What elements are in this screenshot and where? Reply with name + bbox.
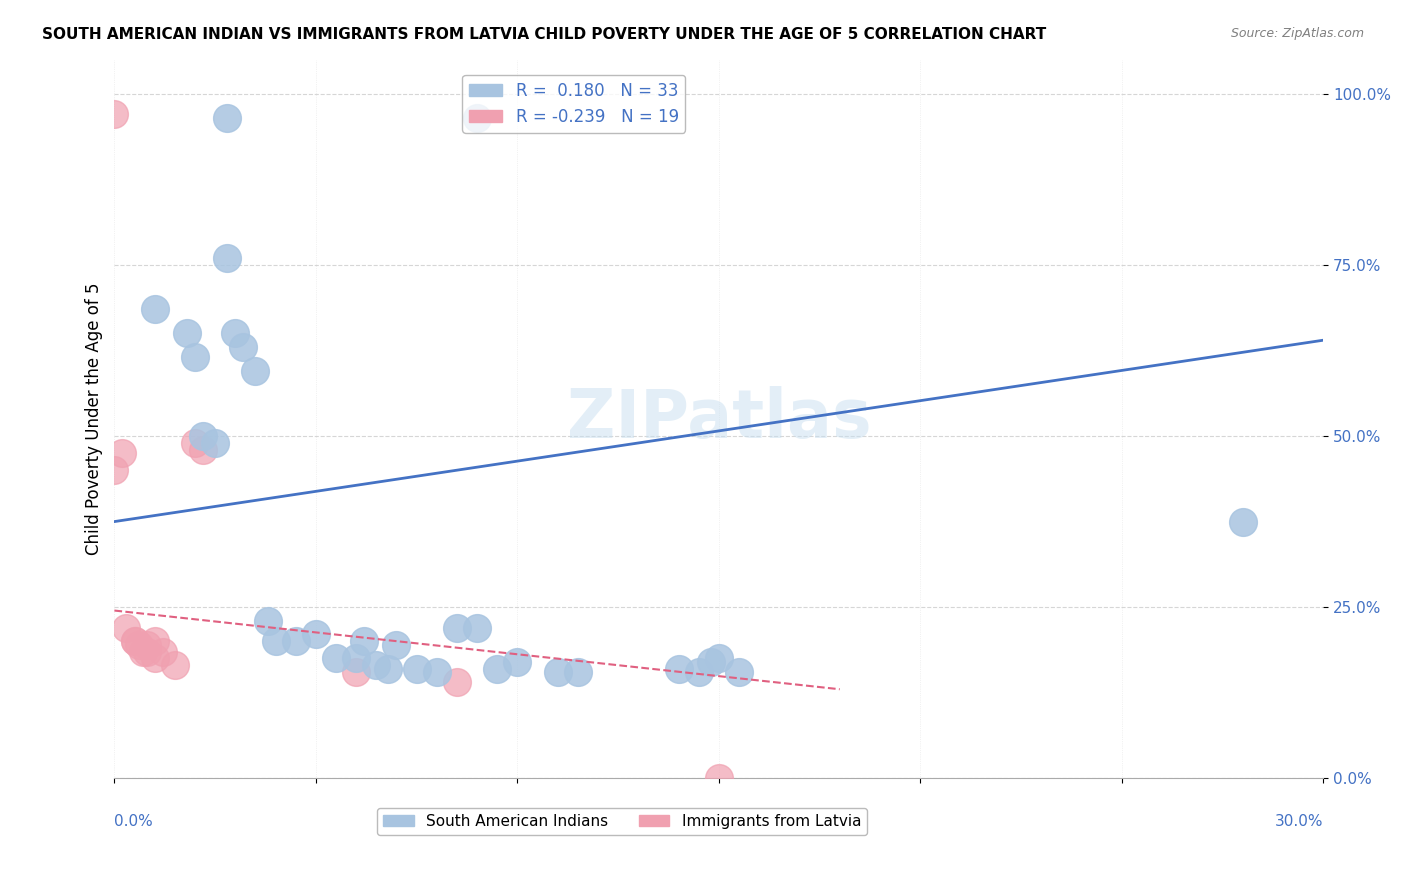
Point (446, 675, 468, 690)
Text: 0.0%: 0.0% (114, 814, 153, 830)
Point (224, 326, 246, 341)
Point (143, 634, 166, 648)
Point (385, 638, 408, 652)
Point (163, 658, 186, 673)
Point (1232, 515, 1254, 529)
Point (131, 645, 153, 659)
Point (567, 665, 589, 680)
Point (305, 627, 328, 641)
Point (143, 651, 166, 665)
Point (135, 638, 157, 652)
Point (103, 107, 125, 121)
Point (728, 665, 751, 680)
Point (184, 351, 207, 365)
Point (446, 621, 468, 635)
Point (366, 658, 388, 673)
Point (111, 446, 134, 460)
Point (217, 251, 239, 265)
Point (688, 665, 710, 680)
Point (143, 302, 166, 317)
Point (115, 621, 138, 635)
Legend: South American Indians, Immigrants from Latvia: South American Indians, Immigrants from … (377, 808, 868, 835)
Point (124, 634, 146, 648)
Point (176, 326, 198, 341)
Point (486, 662, 509, 676)
Point (700, 655, 723, 669)
Point (256, 614, 278, 628)
Point (204, 435, 226, 450)
Point (668, 662, 690, 676)
Point (465, 621, 488, 635)
Text: SOUTH AMERICAN INDIAN VS IMMIGRANTS FROM LATVIA CHILD POVERTY UNDER THE AGE OF 5: SOUTH AMERICAN INDIAN VS IMMIGRANTS FROM… (42, 27, 1046, 42)
Text: Source: ZipAtlas.com: Source: ZipAtlas.com (1230, 27, 1364, 40)
Point (353, 634, 375, 648)
Point (191, 429, 214, 443)
Point (284, 634, 307, 648)
Point (124, 634, 146, 648)
Point (264, 634, 287, 648)
Point (426, 665, 449, 680)
Text: ZIPatlas: ZIPatlas (567, 386, 872, 452)
Point (232, 340, 254, 354)
Point (128, 638, 150, 652)
Point (325, 651, 347, 665)
Text: 30.0%: 30.0% (1275, 814, 1323, 830)
Point (344, 651, 367, 665)
Point (344, 665, 367, 680)
Point (191, 442, 214, 457)
Point (245, 364, 267, 378)
Point (547, 665, 569, 680)
Point (465, 111, 488, 125)
Point (377, 662, 399, 676)
Point (184, 435, 207, 450)
Point (217, 111, 239, 125)
Y-axis label: Child Poverty Under the Age of 5: Child Poverty Under the Age of 5 (86, 283, 103, 555)
Point (405, 662, 427, 676)
Point (707, 651, 730, 665)
Point (506, 655, 529, 669)
Point (135, 645, 157, 659)
Point (103, 463, 125, 477)
Point (152, 645, 174, 659)
Point (707, 771, 730, 785)
